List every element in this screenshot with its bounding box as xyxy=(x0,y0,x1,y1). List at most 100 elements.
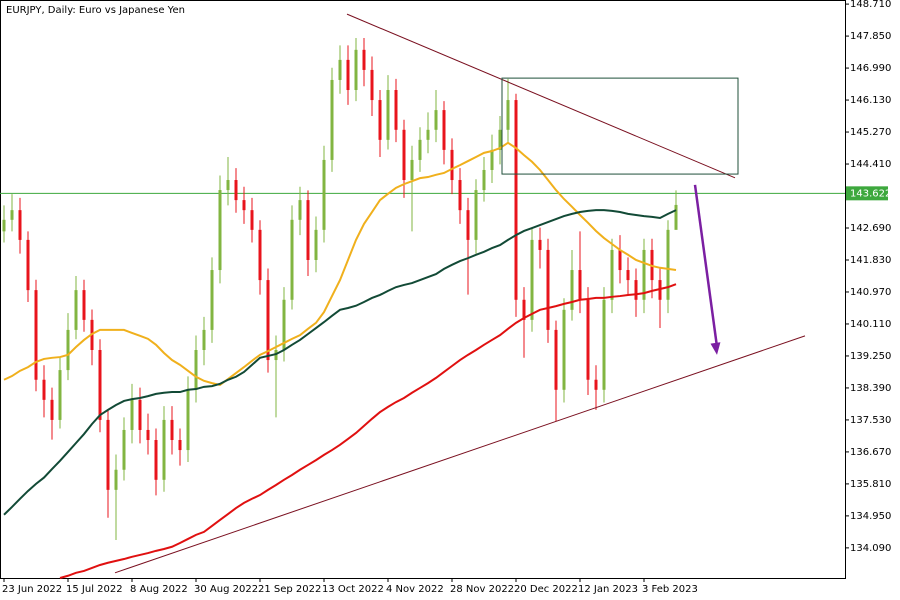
chart-title: EURJPY, Daily: Euro vs Japanese Yen xyxy=(6,5,185,16)
candle-body xyxy=(2,219,6,232)
current-price-label: 143.622 xyxy=(850,188,891,199)
candle-body xyxy=(258,229,262,281)
candle-body xyxy=(218,190,222,271)
candle-body xyxy=(498,129,502,150)
x-tick-label: 15 Jul 2022 xyxy=(66,584,123,595)
candle-body xyxy=(626,270,630,281)
candle-body xyxy=(394,90,398,130)
x-tick-label: 3 Feb 2023 xyxy=(642,584,698,595)
trendline xyxy=(346,13,736,179)
candle-body xyxy=(370,69,374,101)
candle-body xyxy=(18,210,22,240)
y-tick-label: 146.990 xyxy=(850,63,891,74)
y-tick-label: 138.390 xyxy=(850,383,891,394)
y-tick-label: 147.850 xyxy=(850,31,891,42)
y-tick-label: 140.970 xyxy=(850,287,891,298)
candle-body xyxy=(450,149,454,181)
candle-body xyxy=(674,204,678,230)
candle-body xyxy=(58,370,62,420)
candle-body xyxy=(386,90,390,140)
candle-body xyxy=(490,149,494,170)
candle-body xyxy=(522,299,526,320)
candle-body xyxy=(538,239,542,250)
candle-body xyxy=(130,399,134,430)
candle-body xyxy=(154,440,158,480)
candle-body xyxy=(194,349,198,390)
candle-body xyxy=(162,419,166,480)
candle-body xyxy=(474,190,478,240)
x-tick-label: 8 Aug 2022 xyxy=(130,584,188,595)
candle-body xyxy=(618,249,622,271)
candle-body xyxy=(170,419,174,441)
candle-body xyxy=(34,290,38,380)
y-tick-label: 137.530 xyxy=(850,415,891,426)
x-tick-label: 23 Jun 2022 xyxy=(2,584,62,595)
candle-body xyxy=(226,180,230,191)
candle-body xyxy=(442,110,446,150)
candle-body xyxy=(546,249,550,330)
candle-body xyxy=(266,280,270,361)
candle-body xyxy=(562,309,566,390)
candle-body xyxy=(338,59,342,80)
candle-body xyxy=(402,129,406,181)
candle-body xyxy=(74,290,78,330)
candle-body xyxy=(202,329,206,350)
arrow-shaft xyxy=(693,184,719,348)
moving-average xyxy=(59,283,677,579)
candle-body xyxy=(186,389,190,451)
candle-body xyxy=(82,290,86,320)
y-tick-label: 142.690 xyxy=(850,223,891,234)
candle-body xyxy=(418,139,422,160)
x-tick-label: 30 Aug 2022 xyxy=(194,584,258,595)
x-tick-label: 12 Jan 2023 xyxy=(578,584,638,595)
candle-body xyxy=(642,249,646,300)
arrow-head xyxy=(710,342,721,355)
candle-body xyxy=(466,210,470,240)
x-tick-label: 28 Nov 2022 xyxy=(450,584,514,595)
moving-average xyxy=(3,141,677,387)
candle-body xyxy=(426,129,430,140)
candle-body xyxy=(666,229,670,300)
x-tick-label: 13 Oct 2022 xyxy=(322,584,384,595)
candle-body xyxy=(410,159,414,181)
candle-body xyxy=(354,49,358,91)
y-tick-label: 135.810 xyxy=(850,479,891,490)
y-tick-label: 134.090 xyxy=(850,543,891,554)
candle-body xyxy=(634,280,638,300)
candle-body xyxy=(586,299,590,380)
x-tick-label: 4 Nov 2022 xyxy=(386,584,444,595)
candle-body xyxy=(98,349,102,420)
candle-body xyxy=(378,100,382,140)
trendline xyxy=(114,335,806,574)
candle-body xyxy=(322,159,326,230)
candle-body xyxy=(26,239,30,291)
y-tick-label: 134.950 xyxy=(850,511,891,522)
y-tick-label: 136.670 xyxy=(850,447,891,458)
candle-body xyxy=(346,59,350,91)
x-tick-label: 21 Sep 2022 xyxy=(258,584,321,595)
plot-frame xyxy=(0,0,846,579)
candle-body xyxy=(298,200,302,220)
candle-body xyxy=(50,399,54,420)
candle-body xyxy=(434,110,438,130)
y-tick-label: 146.130 xyxy=(850,95,891,106)
current-price-box xyxy=(846,186,888,201)
candle-body xyxy=(482,169,486,191)
y-tick-label: 145.270 xyxy=(850,127,891,138)
candle-body xyxy=(594,379,598,390)
candle-body xyxy=(530,239,534,320)
candle-body xyxy=(578,270,582,300)
candle-body xyxy=(610,249,614,300)
y-tick-label: 148.710 xyxy=(850,0,891,10)
candle-body xyxy=(146,429,150,441)
zone-rectangle xyxy=(501,77,739,175)
candle-body xyxy=(106,419,110,490)
candle-body xyxy=(210,270,214,330)
candle-body xyxy=(250,210,254,230)
candle-body xyxy=(330,79,334,160)
candle-body xyxy=(602,299,606,390)
candle-body xyxy=(570,270,574,310)
y-tick-label: 140.110 xyxy=(850,319,891,330)
candle-body xyxy=(306,200,310,260)
